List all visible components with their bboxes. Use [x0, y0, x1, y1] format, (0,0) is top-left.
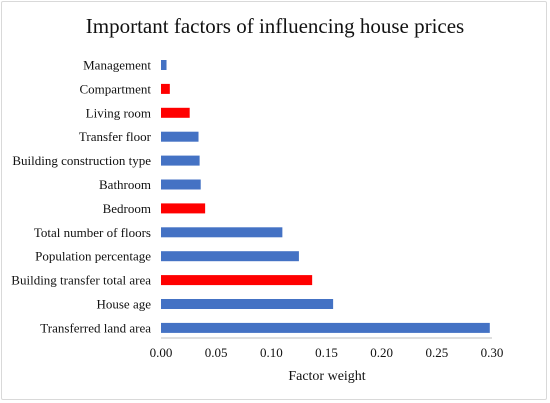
x-tick-label: 0.00	[150, 345, 173, 360]
category-label: Living room	[86, 105, 151, 120]
category-label: Bathroom	[99, 177, 151, 192]
chart-title: Important factors of influencing house p…	[86, 14, 464, 38]
category-label: Bedroom	[103, 201, 151, 216]
x-axis-label: Factor weight	[288, 369, 365, 384]
bar-building-transfer-total-area	[161, 275, 313, 286]
bars-group	[161, 60, 490, 333]
category-label: Building construction type	[12, 153, 151, 168]
bar-living-room	[161, 107, 190, 118]
category-label: Transferred land area	[40, 320, 151, 335]
bar-transfer-floor	[161, 131, 199, 142]
x-tick-label: 0.30	[481, 345, 504, 360]
bar-population-percentage	[161, 251, 299, 262]
category-label: Transfer floor	[79, 129, 152, 144]
x-tick-labels: 0.00 0.05 0.10 0.15 0.20 0.25 0.30	[150, 345, 504, 360]
bar-building-construction-type	[161, 155, 200, 166]
category-label: Management	[83, 58, 151, 73]
x-tick-label: 0.25	[425, 345, 448, 360]
x-tick-label: 0.20	[370, 345, 393, 360]
bar-house-age	[161, 299, 334, 309]
x-tick-label: 0.15	[315, 345, 338, 360]
category-labels: Management Compartment Living room Transfer…	[11, 58, 151, 336]
bar-transferred-land-area	[161, 322, 490, 333]
category-label: Building transfer total area	[11, 273, 151, 288]
category-label: House age	[96, 297, 151, 312]
bar-management	[161, 60, 167, 70]
category-label: Total number of floors	[34, 225, 151, 240]
bar-bedroom	[161, 203, 206, 214]
bar-compartment	[161, 83, 170, 94]
x-tick-label: 0.05	[205, 345, 228, 360]
category-label: Compartment	[80, 81, 152, 96]
bar-total-number-of-floors	[161, 227, 283, 238]
category-label: Population percentage	[35, 249, 151, 264]
x-tick-label: 0.10	[260, 345, 283, 360]
bar-bathroom	[161, 179, 201, 190]
